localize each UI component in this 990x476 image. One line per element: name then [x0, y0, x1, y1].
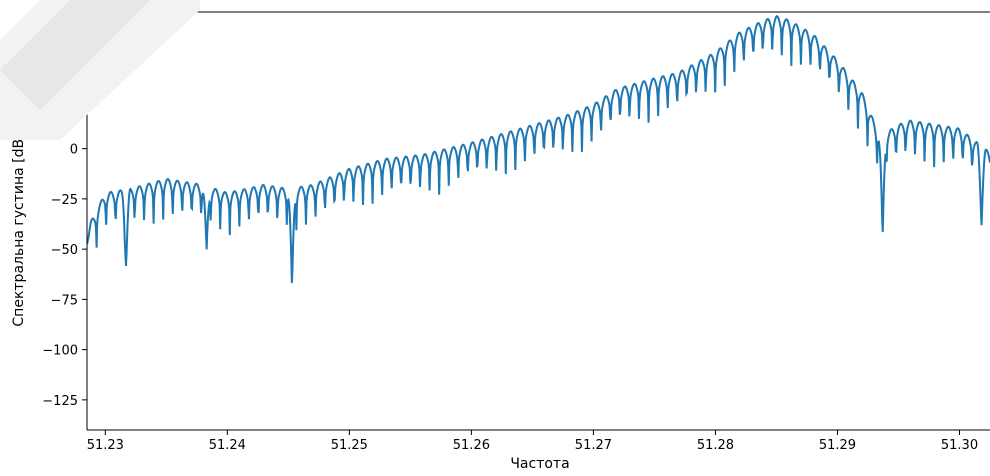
x-tick-label: 51.26 — [453, 438, 490, 453]
x-tick-label: 51.27 — [575, 438, 612, 453]
x-tick-label: 51.30 — [941, 438, 978, 453]
x-tick-label: 51.25 — [331, 438, 368, 453]
y-tick-label: −75 — [51, 293, 78, 308]
y-axis-label: Спектральна густина [dB] — [11, 133, 27, 326]
y-tick-label: −25 — [51, 193, 78, 208]
watermark-diamond-icon — [0, 0, 200, 140]
x-tick-label: 51.24 — [209, 438, 246, 453]
x-tick-label: 51.29 — [819, 438, 856, 453]
plot-area — [87, 15, 990, 283]
spectral-density-line — [87, 15, 990, 283]
y-tick-label: −100 — [42, 344, 78, 359]
x-tick-label: 51.28 — [697, 438, 734, 453]
y-tick-label: −125 — [42, 394, 78, 409]
x-tick-label: 51.23 — [87, 438, 124, 453]
x-axis-label: Частота — [510, 456, 569, 472]
x-axis-ticks: 51.23 51.24 51.25 51.26 51.27 51.28 51.29 51.30 — [87, 430, 978, 453]
y-tick-label: 0 — [70, 143, 78, 158]
y-tick-label: −50 — [51, 243, 78, 258]
